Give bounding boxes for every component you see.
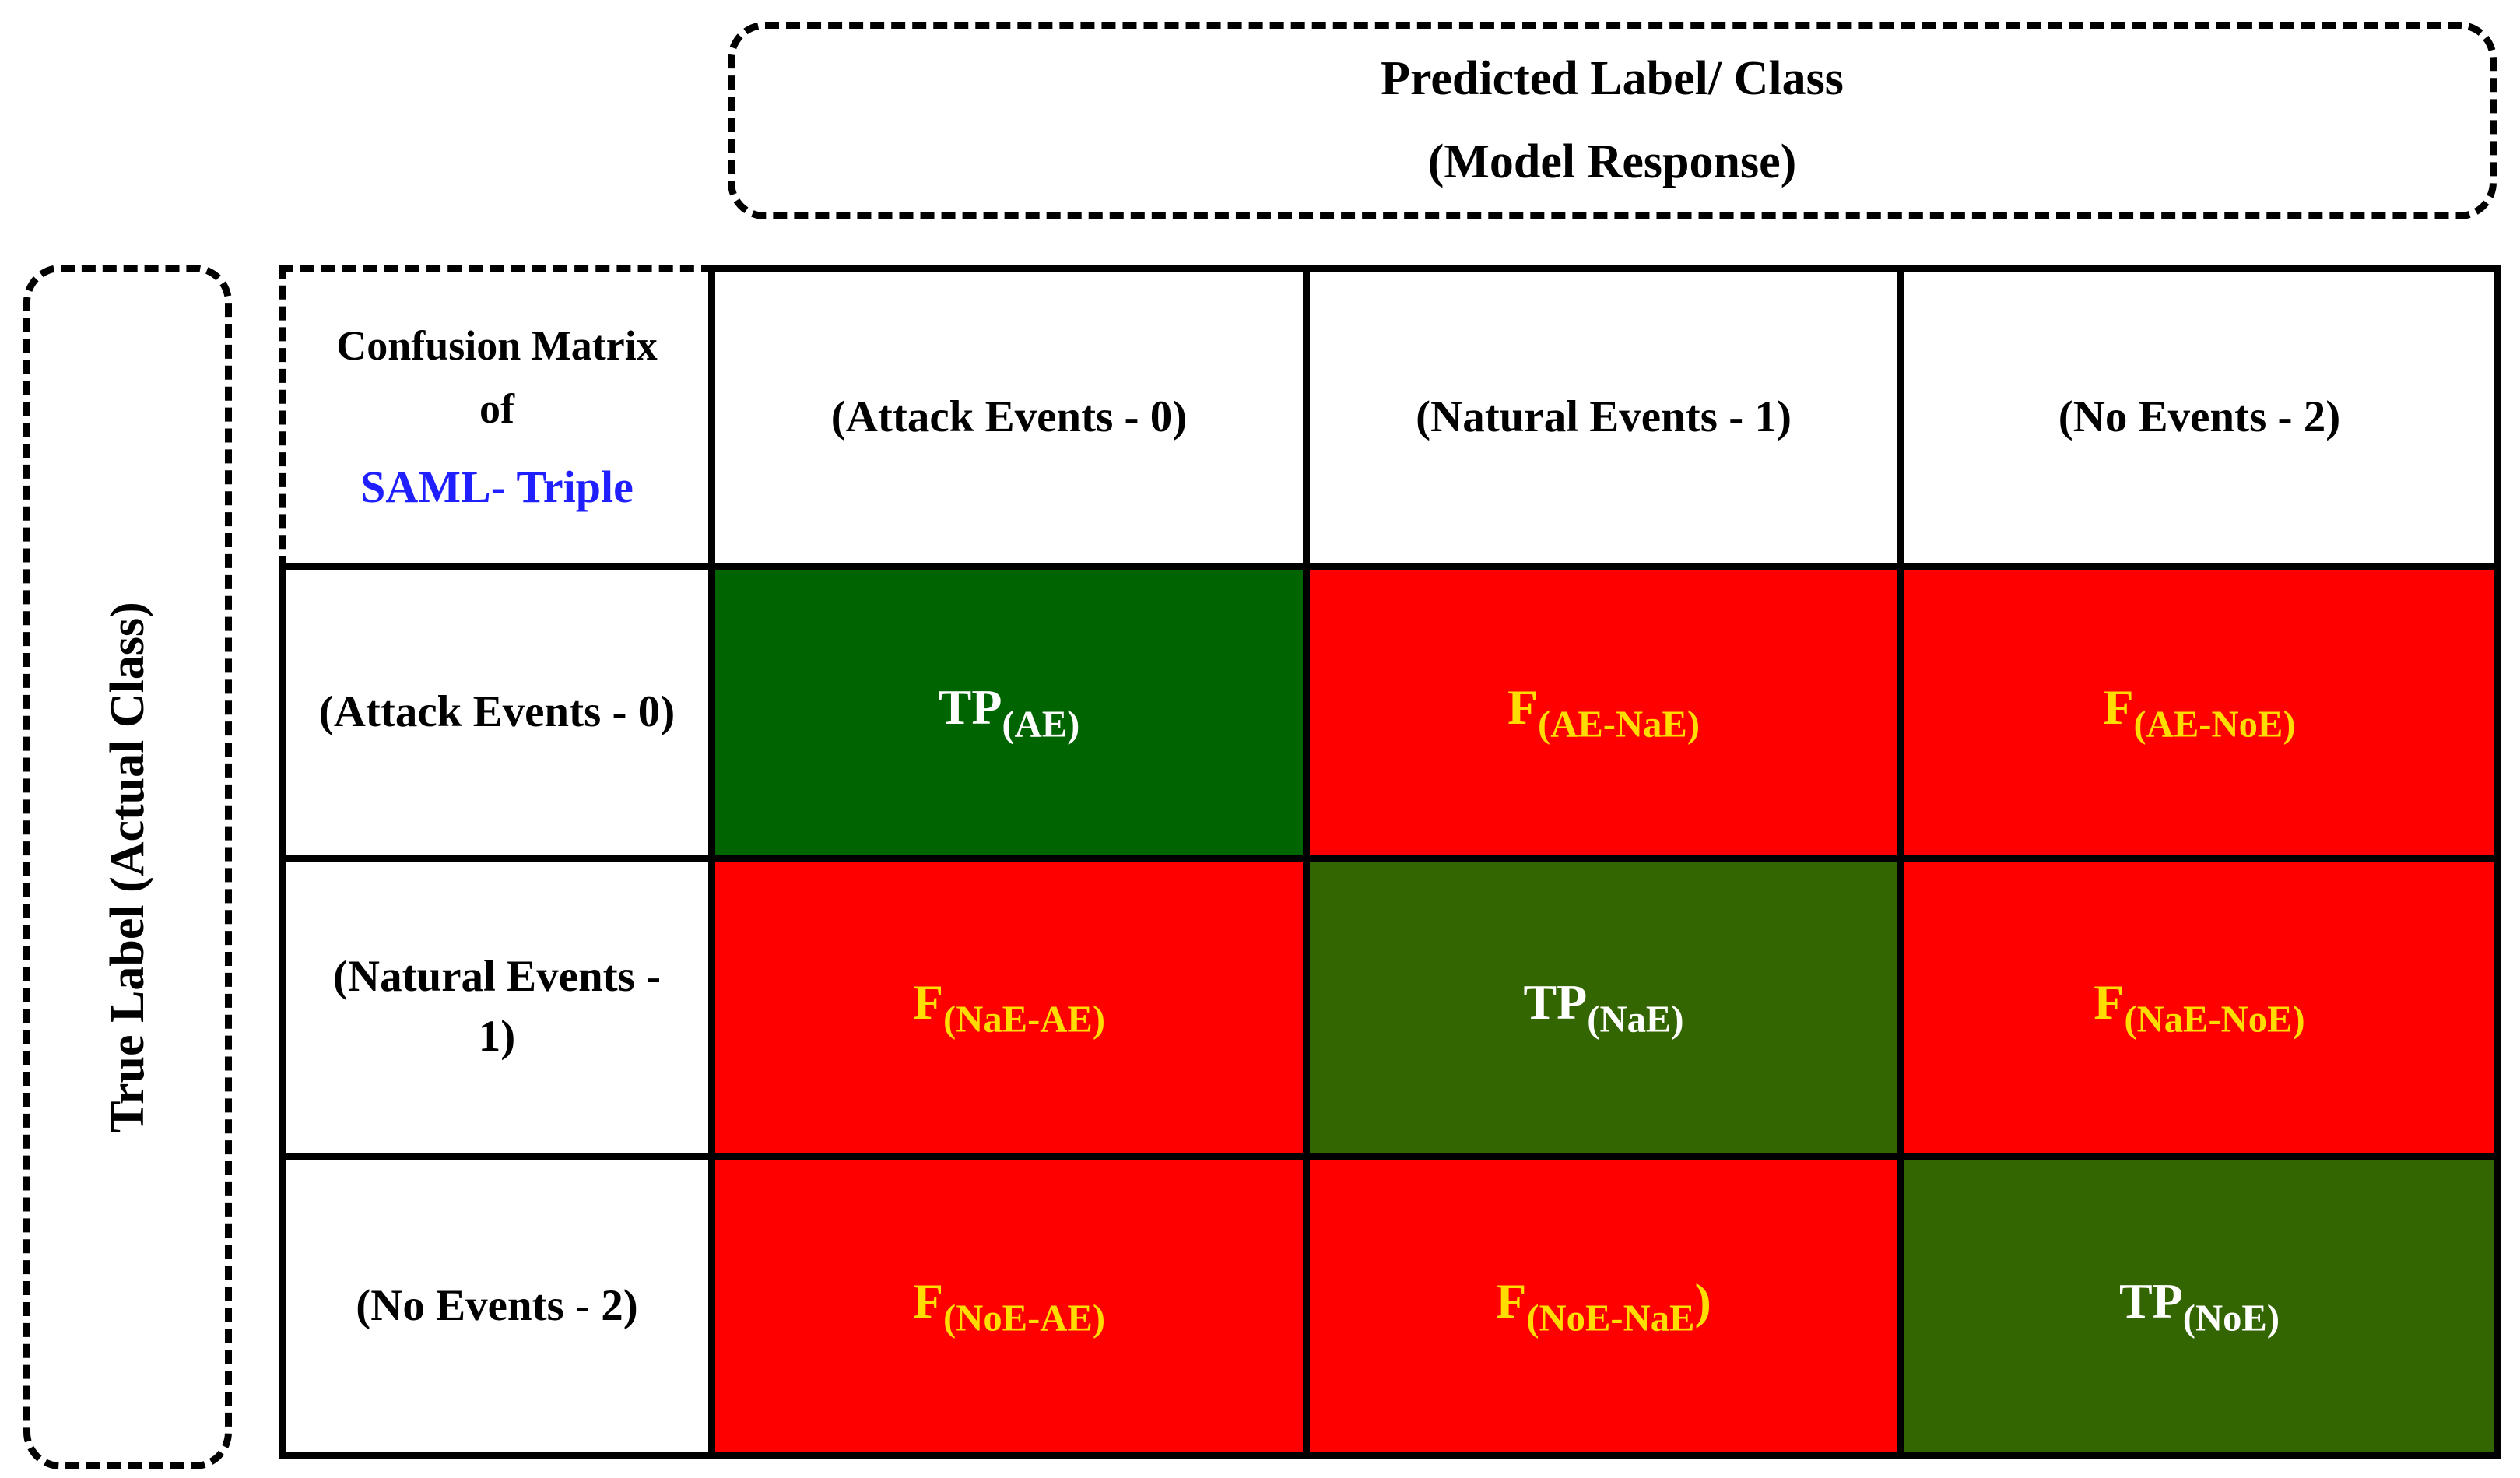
cell-f-nae-ae: F(NaE-AE) xyxy=(715,862,1310,1160)
col-header-no-events: (No Events - 2) xyxy=(1904,265,2501,570)
cell-formula: F(AE-NoE) xyxy=(2103,679,2296,746)
cell-f-noe-nae: F(NoE-NaE) xyxy=(1310,1160,1904,1459)
corner-title-line1: Confusion Matrix xyxy=(336,322,658,369)
model-name-text: SAML- Triple xyxy=(360,462,634,512)
col-header-natural-events: (Natural Events - 1) xyxy=(1310,265,1904,570)
corner-cell: Confusion Matrix of SAML- Triple xyxy=(279,265,715,570)
cell-formula: TP(NaE) xyxy=(1523,974,1684,1041)
cell-f-nae-noe: F(NaE-NoE) xyxy=(1904,862,2501,1160)
cell-formula: TP(NoE) xyxy=(2118,1273,2280,1339)
col-header-attack-events: (Attack Events - 0) xyxy=(715,265,1310,570)
cell-formula: TP(AE) xyxy=(938,679,1080,746)
predicted-label-box: Predicted Label/ Class (Model Response) xyxy=(728,22,2497,219)
cell-formula: F(NaE-AE) xyxy=(912,974,1106,1041)
row-header-no-events: (No Events - 2) xyxy=(279,1160,715,1459)
cell-formula: F(NoE-NaE) xyxy=(1496,1273,1711,1339)
row-header-natural-events: (Natural Events - 1) xyxy=(279,862,715,1160)
corner-title-line2: of xyxy=(479,385,514,432)
cell-formula: F(NoE-AE) xyxy=(912,1273,1106,1339)
confusion-matrix-table: Confusion Matrix of SAML- Triple (Attack… xyxy=(279,265,2501,1459)
cell-tp-nae: TP(NaE) xyxy=(1310,862,1904,1160)
cell-formula: F(NaE-NoE) xyxy=(2094,974,2305,1041)
predicted-label-line1: Predicted Label/ Class xyxy=(1381,52,1844,106)
cell-tp-noe: TP(NoE) xyxy=(1904,1160,2501,1459)
true-label-text: True Label (Actual Class) xyxy=(100,601,154,1133)
cell-formula: F(AE-NaE) xyxy=(1507,679,1700,746)
predicted-label-line2: (Model Response) xyxy=(1427,135,1797,188)
row-header-attack-events: (Attack Events - 0) xyxy=(279,570,715,862)
cell-f-noe-ae: F(NoE-AE) xyxy=(715,1160,1310,1459)
cell-f-ae-noe: F(AE-NoE) xyxy=(1904,570,2501,862)
cell-tp-ae: TP(AE) xyxy=(715,570,1310,862)
cell-f-ae-nae: F(AE-NaE) xyxy=(1310,570,1904,862)
true-label-box: True Label (Actual Class) xyxy=(23,265,232,1469)
